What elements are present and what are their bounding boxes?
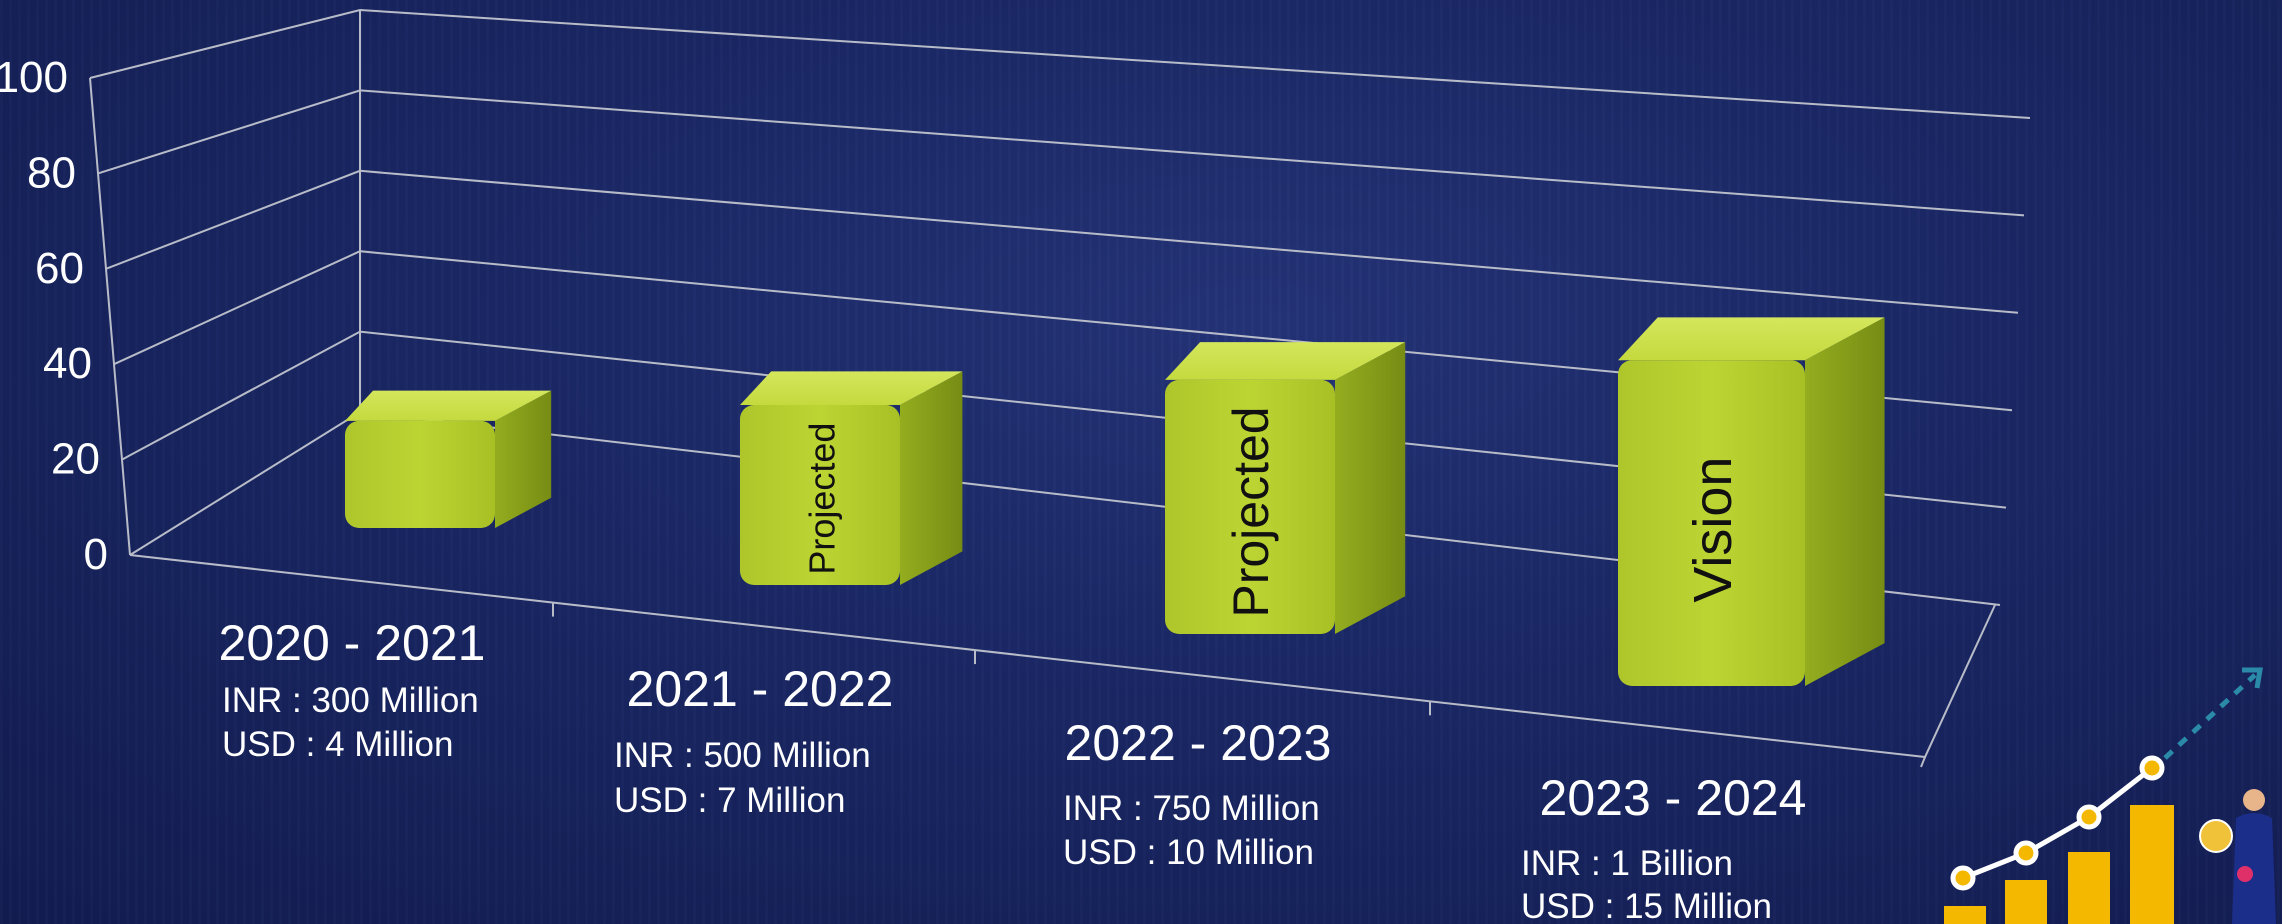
icon-person-head (2243, 789, 2265, 811)
bar-side (1805, 317, 1885, 686)
bar-top (345, 390, 552, 421)
icon-point (2013, 840, 2039, 866)
bar-side (495, 390, 552, 528)
y-tick-label: 20 (51, 435, 100, 484)
icon-bar-1 (1944, 906, 1986, 924)
icon-money-bag (2199, 819, 2233, 853)
y-tick-label: 100 (0, 53, 68, 102)
inr-label: INR : 750 Million (1063, 789, 1320, 828)
y-tick-label: 80 (27, 148, 76, 197)
inr-label: INR : 500 Million (614, 736, 871, 775)
inr-label: INR : 300 Million (222, 681, 479, 720)
category-label: 2023 - 2024 (1540, 770, 1807, 826)
y-tick-label: 60 (35, 244, 84, 293)
bar (740, 371, 963, 585)
icon-point (2139, 755, 2165, 781)
icon-coin (2237, 866, 2253, 882)
icon-point (2076, 804, 2102, 830)
usd-label: USD : 10 Million (1063, 833, 1314, 872)
chart-labels: 0 20 40 60 80 100 Projected Projected Vision 2020… (0, 53, 1806, 924)
bar-front (740, 405, 900, 585)
bar-front (1618, 360, 1805, 686)
growth-chart-businessman-icon (1944, 667, 2276, 924)
bar (1165, 342, 1406, 634)
icon-person-body (2232, 813, 2276, 924)
icon-trend-line (1962, 766, 2154, 881)
bar-label: Projected (1223, 406, 1279, 617)
bar-label: Projected (802, 423, 843, 575)
category-label: 2021 - 2022 (627, 661, 894, 717)
icon-arrow-head (2242, 667, 2263, 689)
category-label: 2022 - 2023 (1065, 715, 1332, 771)
bar-top (1618, 317, 1885, 361)
icon-bar-4 (2130, 805, 2174, 924)
chart-axes (89, 10, 1996, 768)
y-tick-label: 40 (43, 339, 92, 388)
usd-label: USD : 15 Million (1521, 887, 1772, 924)
bar-top (740, 371, 963, 405)
usd-label: USD : 7 Million (614, 781, 845, 820)
bar (345, 390, 552, 528)
inr-label: INR : 1 Billion (1521, 844, 1733, 883)
gridline (105, 169, 2019, 314)
bar-label: Vision (1683, 457, 1743, 603)
bar-side (1335, 342, 1406, 634)
bar-front (1165, 379, 1335, 634)
bar (1618, 317, 1885, 686)
usd-label: USD : 4 Million (222, 725, 453, 764)
y-tick-label: 0 (84, 530, 108, 579)
chart-bars (345, 317, 1885, 686)
icon-arrow-line (2163, 673, 2257, 760)
gridline (97, 89, 2025, 217)
icon-bar-2 (2005, 880, 2047, 924)
bar-front (345, 420, 495, 528)
icon-point (1950, 865, 1976, 891)
x-axis-tick (1920, 756, 1926, 768)
category-label: 2020 - 2021 (219, 615, 486, 671)
icon-bar-3 (2068, 852, 2110, 924)
bar-top (1165, 342, 1406, 380)
gridline (89, 8, 2031, 119)
y-axis-line (89, 77, 131, 556)
bar-side (900, 371, 963, 585)
